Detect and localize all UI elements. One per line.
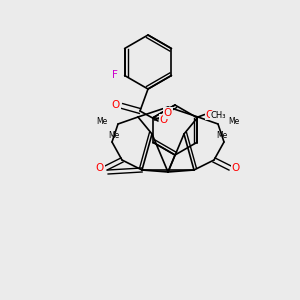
Text: O: O	[96, 163, 104, 173]
Text: Me: Me	[216, 131, 228, 140]
Text: Me: Me	[108, 131, 120, 140]
Text: O: O	[164, 108, 172, 118]
Text: O: O	[232, 163, 240, 173]
Text: CH₃: CH₃	[211, 111, 226, 120]
Text: F: F	[112, 70, 118, 80]
Text: Me: Me	[96, 118, 108, 127]
Text: Me: Me	[228, 118, 240, 127]
Text: O: O	[206, 110, 214, 119]
Text: O: O	[112, 100, 120, 110]
Text: O: O	[160, 115, 168, 125]
